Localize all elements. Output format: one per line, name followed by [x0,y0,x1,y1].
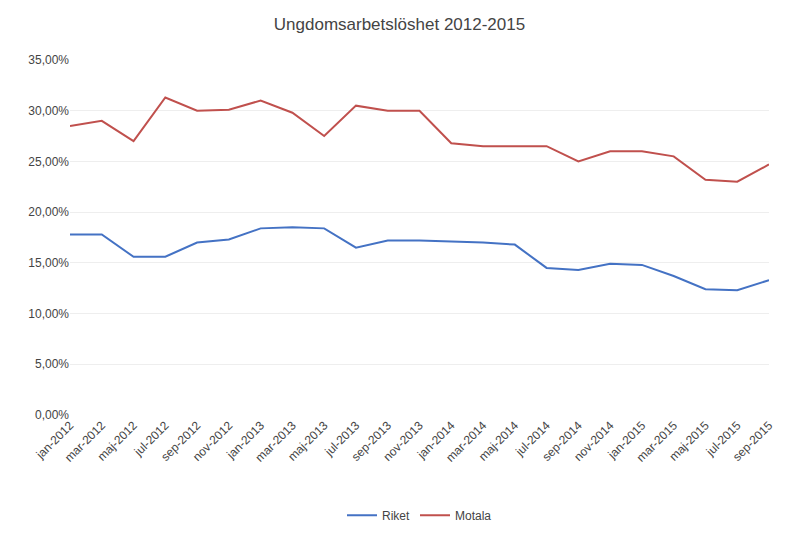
svg-text:mar-2012: mar-2012 [62,418,108,464]
svg-text:sep-2013: sep-2013 [349,418,395,464]
svg-text:maj-2013: maj-2013 [285,418,331,464]
svg-text:jul-2012: jul-2012 [131,418,172,459]
svg-text:sep-2012: sep-2012 [158,418,204,464]
svg-text:Riket: Riket [382,509,410,523]
svg-text:mar-2013: mar-2013 [253,418,299,464]
svg-text:jan-2014: jan-2014 [414,418,458,462]
svg-text:jul-2013: jul-2013 [322,418,363,459]
svg-text:sep-2015: sep-2015 [730,418,776,464]
svg-text:35,00%: 35,00% [28,53,69,67]
svg-text:maj-2012: maj-2012 [95,418,141,464]
svg-text:jul-2015: jul-2015 [703,418,744,459]
svg-text:sep-2014: sep-2014 [539,418,585,464]
svg-text:25,00%: 25,00% [28,155,69,169]
svg-text:maj-2014: maj-2014 [476,418,522,464]
svg-text:30,00%: 30,00% [28,104,69,118]
svg-text:15,00%: 15,00% [28,256,69,270]
svg-text:nov-2014: nov-2014 [571,418,617,464]
svg-text:mar-2014: mar-2014 [443,418,489,464]
svg-text:20,00%: 20,00% [28,205,69,219]
svg-text:nov-2013: nov-2013 [381,418,427,464]
svg-text:jan-2015: jan-2015 [605,418,649,462]
svg-text:maj-2015: maj-2015 [667,418,713,464]
svg-text:Ungdomsarbetslöshet 2012-2015: Ungdomsarbetslöshet 2012-2015 [274,15,525,34]
svg-text:Motala: Motala [455,509,491,523]
svg-text:nov-2012: nov-2012 [190,418,236,464]
svg-text:jan-2012: jan-2012 [33,418,77,462]
svg-text:0,00%: 0,00% [35,408,69,422]
svg-text:jul-2014: jul-2014 [512,418,553,459]
svg-text:10,00%: 10,00% [28,307,69,321]
svg-text:jan-2013: jan-2013 [223,418,267,462]
svg-text:mar-2015: mar-2015 [634,418,680,464]
svg-text:5,00%: 5,00% [35,357,69,371]
